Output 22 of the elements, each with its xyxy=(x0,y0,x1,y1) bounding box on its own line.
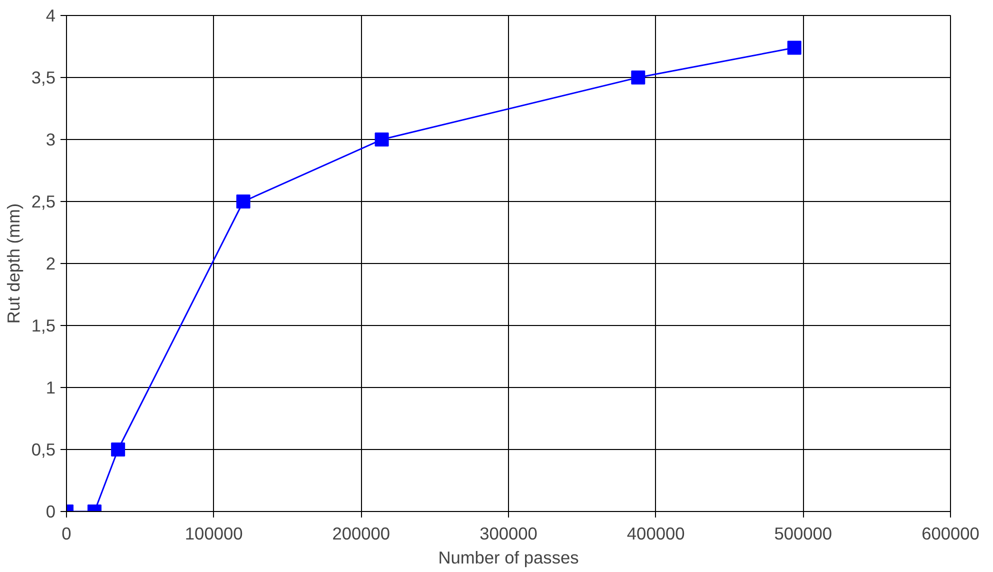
x-tick-label: 600000 xyxy=(922,524,980,544)
y-tick-label: 2 xyxy=(46,254,56,274)
x-tick-label: 500000 xyxy=(774,524,832,544)
y-tick-label: 3 xyxy=(46,130,56,150)
y-tick-label: 4 xyxy=(46,6,56,26)
y-axis-title: Rut depth (mm) xyxy=(3,203,24,324)
point xyxy=(787,40,802,55)
y-tick-label: 0 xyxy=(46,502,56,522)
y-tick-label: 1 xyxy=(46,378,56,398)
point xyxy=(631,70,646,84)
x-tick-label: 400000 xyxy=(626,524,685,544)
x-tick-label: 100000 xyxy=(184,524,243,544)
point xyxy=(236,194,250,208)
y-tick-label: 0,5 xyxy=(31,440,56,460)
x-axis-title: Number of passes xyxy=(438,548,580,568)
x-tick-label: 300000 xyxy=(480,524,538,544)
x-tick-label: 0 xyxy=(62,524,72,544)
point xyxy=(374,132,389,146)
x-tick-label: 200000 xyxy=(332,524,390,544)
y-tick-label: 3,5 xyxy=(31,68,56,88)
y-tick-label: 1,5 xyxy=(31,316,56,336)
y-tick-label: 2,5 xyxy=(31,192,56,212)
